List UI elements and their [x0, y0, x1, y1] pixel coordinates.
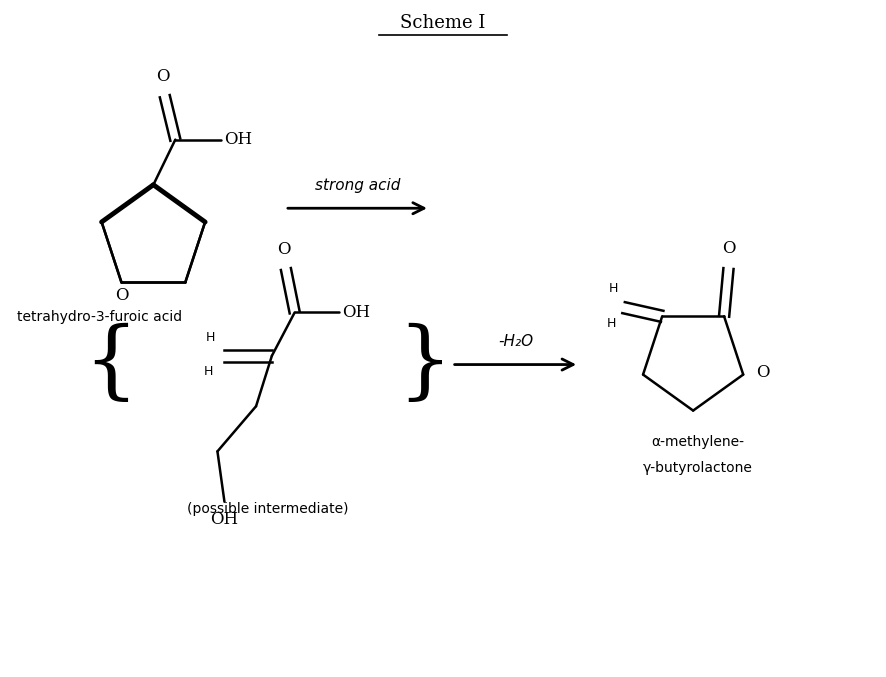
- Text: {: {: [82, 323, 137, 406]
- Text: H: H: [607, 318, 616, 330]
- Text: α-methylene-: α-methylene-: [651, 435, 744, 449]
- Text: O: O: [722, 240, 735, 257]
- Text: OH: OH: [224, 131, 253, 148]
- Text: strong acid: strong acid: [315, 177, 400, 193]
- Text: O: O: [156, 68, 170, 85]
- Text: -H₂O: -H₂O: [498, 334, 533, 349]
- Text: O: O: [277, 241, 291, 258]
- Text: }: }: [397, 323, 452, 406]
- Text: (possible intermediate): (possible intermediate): [187, 502, 348, 516]
- Text: γ-butyrolactone: γ-butyrolactone: [642, 461, 752, 475]
- Text: Scheme I: Scheme I: [400, 14, 486, 32]
- Text: O: O: [114, 288, 128, 305]
- Text: OH: OH: [342, 304, 370, 321]
- Text: H: H: [609, 282, 618, 294]
- Text: OH: OH: [210, 511, 238, 528]
- Text: H: H: [206, 330, 215, 344]
- Text: tetrahydro-3-furoic acid: tetrahydro-3-furoic acid: [18, 310, 183, 324]
- Text: O: O: [757, 364, 770, 381]
- Text: H: H: [204, 364, 214, 378]
